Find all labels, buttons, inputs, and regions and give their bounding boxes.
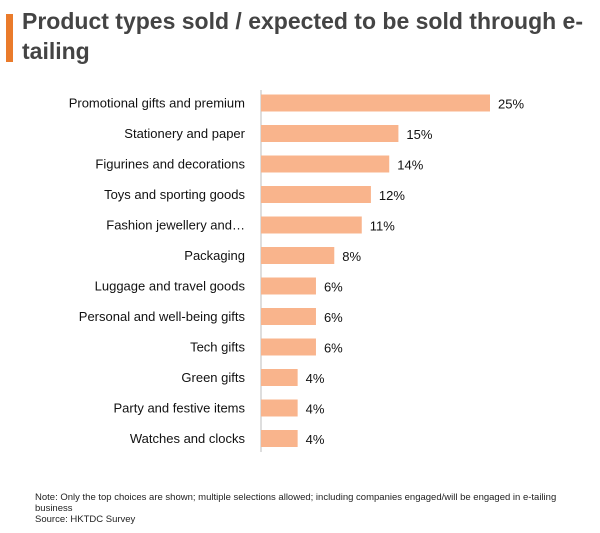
value-label: 8% xyxy=(342,249,361,264)
footnote-note: Note: Only the top choices are shown; mu… xyxy=(35,492,557,514)
value-label: 6% xyxy=(324,310,343,325)
value-label: 6% xyxy=(324,280,343,295)
value-label: 6% xyxy=(324,341,343,356)
bar xyxy=(261,277,316,295)
value-label: 14% xyxy=(397,158,423,173)
bar xyxy=(261,186,371,203)
bar xyxy=(261,94,490,112)
value-label: 4% xyxy=(306,371,325,386)
bar xyxy=(261,247,335,264)
bar xyxy=(261,338,316,356)
category-label: Promotional gifts and premium xyxy=(69,96,245,111)
title-accent-bar xyxy=(6,14,13,62)
category-label: Fashion jewellery and… xyxy=(106,218,245,233)
value-label: 15% xyxy=(406,127,432,142)
category-label: Packaging xyxy=(184,248,245,263)
category-label: Party and festive items xyxy=(114,401,246,416)
value-label: 4% xyxy=(306,432,325,447)
category-label: Watches and clocks xyxy=(130,431,246,446)
category-label: Tech gifts xyxy=(190,340,245,355)
category-label: Luggage and travel goods xyxy=(95,279,246,294)
bar xyxy=(261,369,298,386)
bar xyxy=(261,155,390,173)
value-label: 4% xyxy=(306,402,325,417)
value-label: 11% xyxy=(370,219,395,234)
category-label: Figurines and decorations xyxy=(95,157,245,172)
category-label: Toys and sporting goods xyxy=(104,187,245,202)
footnote: Note: Only the top choices are shown; mu… xyxy=(35,492,575,525)
category-label: Stationery and paper xyxy=(124,126,245,141)
category-label: Green gifts xyxy=(181,370,245,385)
category-label: Personal and well-being gifts xyxy=(79,309,246,324)
value-label: 25% xyxy=(498,97,524,112)
bar xyxy=(261,216,362,234)
bar xyxy=(261,430,298,447)
value-label: 12% xyxy=(379,188,405,203)
bar xyxy=(261,125,399,142)
bar xyxy=(261,399,298,417)
bar xyxy=(261,308,316,325)
chart-title: Product types sold / expected to be sold… xyxy=(22,8,584,64)
footnote-source: Source: HKTDC Survey xyxy=(35,514,136,525)
